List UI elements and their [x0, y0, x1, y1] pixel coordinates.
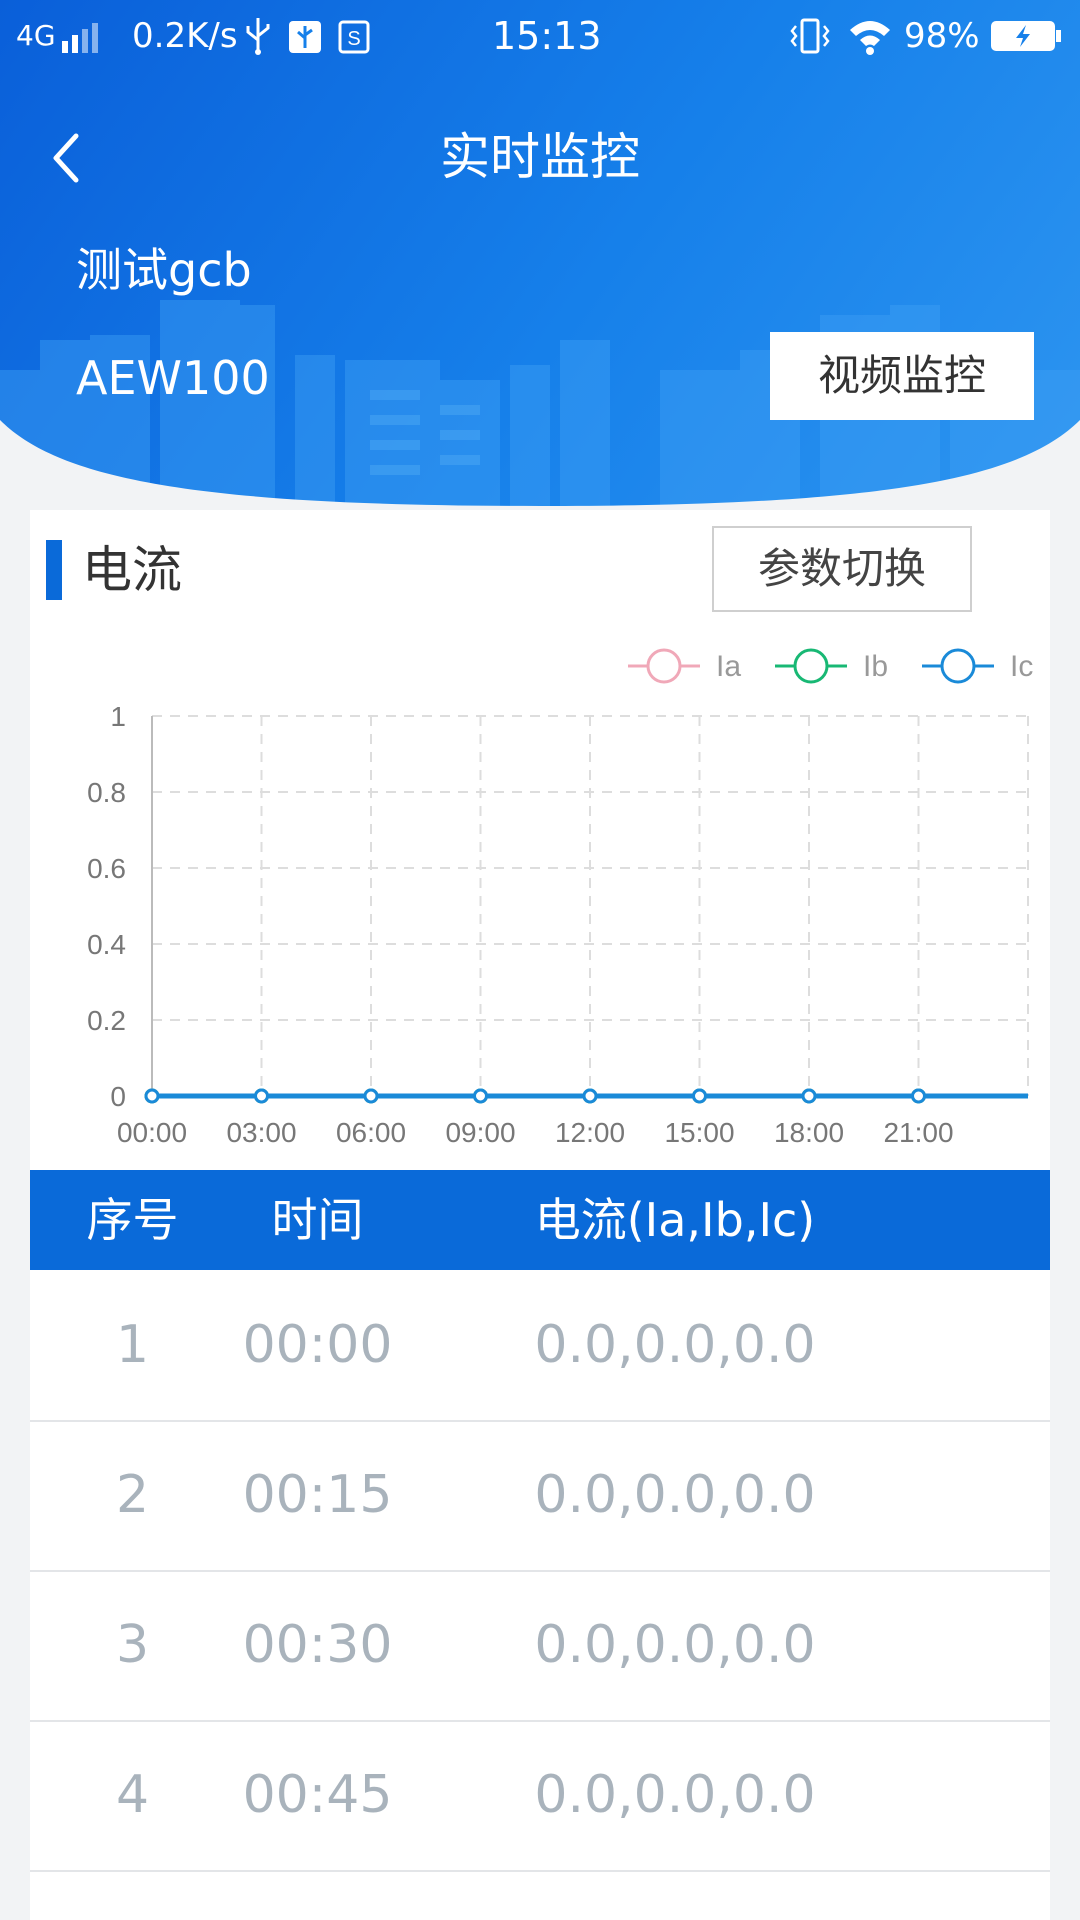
- network-type: 4G: [16, 19, 56, 52]
- data-point-ic: [144, 1088, 160, 1104]
- row-index: 1: [115, 1315, 150, 1375]
- page-title: 实时监控: [440, 128, 640, 186]
- row-current: 0.0,0.0,0.0: [534, 1615, 816, 1675]
- row-time: 00:45: [242, 1765, 393, 1825]
- row-time: 00:30: [242, 1615, 393, 1675]
- y-tick-label: 1: [110, 701, 126, 732]
- section-title: 电流: [82, 541, 182, 599]
- svg-text:S: S: [347, 28, 360, 50]
- data-point-ic: [911, 1088, 926, 1104]
- param-switch-button[interactable]: 参数切换: [712, 526, 972, 612]
- city-skyline-background: [0, 300, 1080, 510]
- x-tick-label: 06:00: [336, 1117, 406, 1148]
- x-tick-label: 03:00: [226, 1117, 296, 1148]
- device-name: 测试gcb: [76, 243, 252, 297]
- signal-bars-icon: [62, 22, 112, 62]
- usb-icon: [244, 16, 272, 65]
- header-time: 时间: [271, 1193, 364, 1247]
- table-header: 序号 时间 电流(Ia,Ib,Ic): [30, 1170, 1050, 1270]
- legend-marker-ic: [940, 648, 976, 684]
- row-index: 3: [115, 1615, 150, 1675]
- sim-s-icon: S: [338, 20, 370, 63]
- row-index: 4: [115, 1765, 150, 1825]
- battery-percent: 98%: [904, 16, 980, 56]
- data-point-ic: [582, 1088, 598, 1104]
- current-card: 电流 参数切换 0 0.2 0.4 0.6 0.8 1 00:00 03:00 06:00 09:…: [30, 510, 1050, 1920]
- back-button[interactable]: [46, 128, 86, 188]
- section-accent-bar: [46, 540, 62, 600]
- status-bar: 4G 0.2K/s S 15:13 98%: [0, 0, 1080, 74]
- network-speed: 0.2K/s: [132, 16, 238, 56]
- row-time: 00:15: [242, 1465, 393, 1525]
- header: 4G 0.2K/s S 15:13 98% 实时监控 测试gcb AEW100 …: [0, 0, 1080, 510]
- y-tick-label: 0.6: [87, 853, 126, 884]
- data-point-ic: [473, 1088, 488, 1104]
- wifi-icon: [848, 16, 892, 65]
- data-point-ic: [801, 1088, 817, 1104]
- usb-debug-icon: [288, 20, 322, 63]
- clock: 15:13: [492, 14, 602, 58]
- x-tick-label: 00:00: [117, 1117, 187, 1148]
- y-tick-label: 0.4: [87, 929, 126, 960]
- legend-marker-ia: [646, 648, 682, 684]
- legend-label: Ic: [1010, 650, 1033, 683]
- header-current: 电流(Ia,Ib,Ic): [534, 1193, 816, 1247]
- header-index: 序号: [86, 1193, 179, 1247]
- data-point-ic: [254, 1088, 269, 1104]
- x-tick-label: 15:00: [664, 1117, 734, 1148]
- row-current: 0.0,0.0,0.0: [534, 1765, 816, 1825]
- table-row[interactable]: 4 00:45 0.0,0.0,0.0: [30, 1720, 1050, 1872]
- chevron-left-icon: [53, 133, 79, 183]
- x-tick-label: 21:00: [883, 1117, 953, 1148]
- x-tick-label: 09:00: [445, 1117, 515, 1148]
- row-current: 0.0,0.0,0.0: [534, 1465, 816, 1525]
- y-tick-label: 0: [110, 1081, 126, 1112]
- x-tick-label: 12:00: [555, 1117, 625, 1148]
- table-row[interactable]: 2 00:15 0.0,0.0,0.0: [30, 1420, 1050, 1572]
- row-time: 00:00: [242, 1315, 393, 1375]
- x-tick-label: 18:00: [774, 1117, 844, 1148]
- row-current: 0.0,0.0,0.0: [534, 1315, 816, 1375]
- data-point-ic: [363, 1088, 379, 1104]
- row-index: 2: [115, 1465, 150, 1525]
- legend-label: Ib: [863, 650, 888, 683]
- legend-label: Ia: [716, 650, 741, 683]
- video-monitor-button[interactable]: 视频监控: [770, 332, 1034, 420]
- vibrate-icon: [788, 18, 832, 63]
- current-line-chart: 0 0.2 0.4 0.6 0.8 1 00:00 03:00 06:00 09:00 12:00 1…: [87, 648, 1033, 1148]
- table-row[interactable]: 3 00:30 0.0,0.0,0.0: [30, 1570, 1050, 1722]
- battery-charging-icon: [990, 20, 1062, 61]
- device-model: AEW100: [76, 351, 270, 405]
- legend-marker-ib: [793, 648, 829, 684]
- data-point-ic: [692, 1088, 707, 1104]
- y-tick-label: 0.8: [87, 777, 126, 808]
- y-tick-label: 0.2: [87, 1005, 126, 1036]
- table-row[interactable]: 1 00:00 0.0,0.0,0.0: [30, 1270, 1050, 1422]
